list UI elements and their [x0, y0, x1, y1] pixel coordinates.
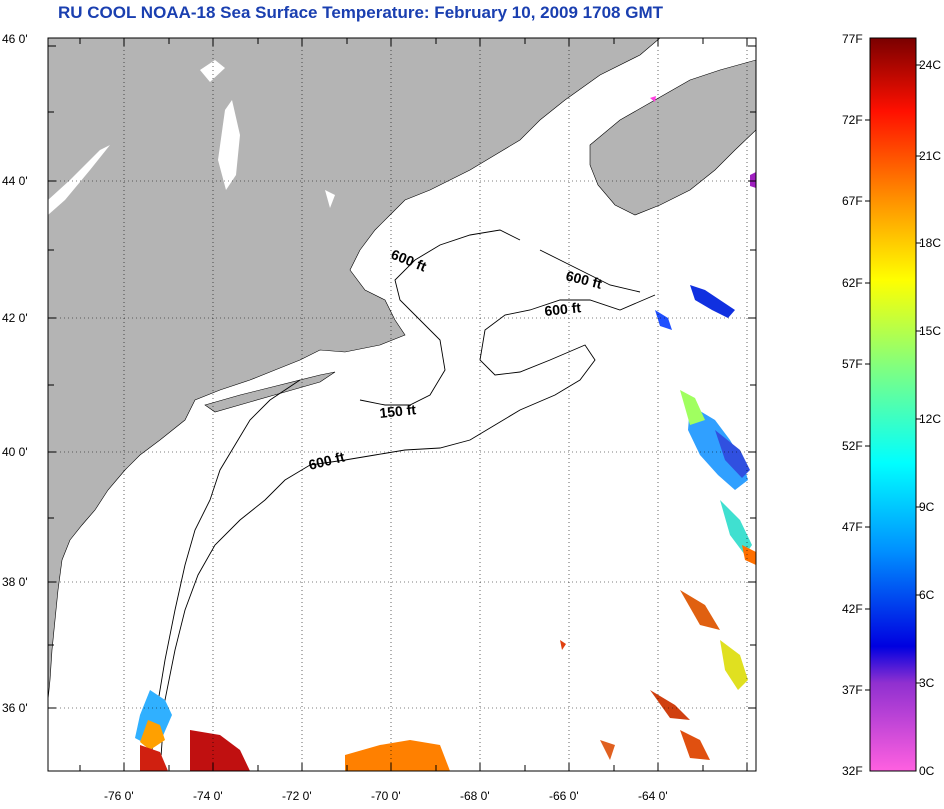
colorbar-c-label: 24C — [919, 58, 942, 72]
contour-label-150ft: 150 ft — [379, 401, 417, 421]
colorbar-c-label: 21C — [919, 149, 942, 163]
colorbar-c-label: 3C — [919, 676, 935, 690]
lat-label: 38 0' — [2, 575, 28, 589]
colorbar-f-label: 42F — [842, 602, 863, 616]
lon-ticks — [79, 38, 748, 771]
bathymetry-contours — [149, 229, 656, 771]
lake — [218, 100, 240, 190]
land-long-island — [204, 371, 336, 413]
colorbar-f-label: 77F — [842, 32, 863, 46]
lon-label: -68 0' — [460, 789, 490, 803]
colorbar-f-label: 32F — [842, 764, 863, 778]
colorbar-c-label: 12C — [919, 412, 942, 426]
lake — [325, 190, 335, 208]
lat-label: 40 0' — [2, 445, 28, 459]
lake — [200, 60, 225, 82]
colorbar-c-label: 0C — [919, 764, 935, 778]
colorbar-ticks — [865, 64, 921, 691]
colorbar-f-label: 72F — [842, 113, 863, 127]
lon-label: -76 0' — [104, 789, 134, 803]
lon-label: -72 0' — [282, 789, 312, 803]
map-title: RU COOL NOAA-18 Sea Surface Temperature:… — [58, 3, 663, 22]
colorbar-f-label: 52F — [842, 439, 863, 453]
map-frame — [47, 37, 757, 772]
lake — [48, 145, 110, 215]
lat-ticks — [48, 45, 756, 709]
chesapeake-bay — [92, 490, 142, 700]
land-us-coast — [48, 38, 661, 701]
colorbar-f-label: 47F — [842, 520, 863, 534]
lat-label: 46 0' — [2, 32, 28, 46]
land-nova-scotia — [589, 59, 756, 216]
lat-label: 36 0' — [2, 701, 28, 715]
lon-label: -64 0' — [638, 789, 668, 803]
lat-label: 44 0' — [2, 174, 28, 188]
colorbar-f-label: 67F — [842, 194, 863, 208]
lon-label: -74 0' — [193, 789, 223, 803]
colorbar-f-label: 37F — [842, 683, 863, 697]
colorbar-c-label: 9C — [919, 500, 935, 514]
lat-label: 42 0' — [2, 311, 28, 325]
colorbar-c-label: 15C — [919, 324, 942, 338]
colorbar — [869, 37, 917, 772]
colorbar-f-label: 57F — [842, 357, 863, 371]
sst-data — [135, 96, 756, 771]
lon-label: -70 0' — [371, 789, 401, 803]
colorbar-f-label: 62F — [842, 276, 863, 290]
colorbar-c-label: 6C — [919, 588, 935, 602]
contour-label-600ft: 600 ft — [544, 299, 582, 319]
colorbar-c-label: 18C — [919, 236, 942, 250]
lon-label: -66 0' — [549, 789, 579, 803]
